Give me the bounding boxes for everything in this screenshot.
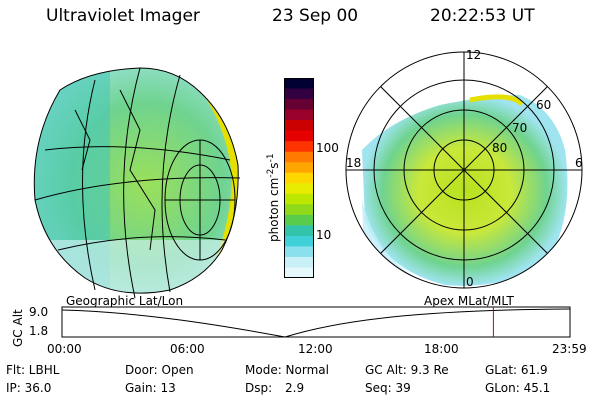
timeline-xtick-1200: 12:00 [298, 342, 333, 356]
colorbar-tick-10: 10 [316, 228, 332, 242]
timeline-xtick-2359: 23:59 [552, 342, 587, 356]
app-title: Ultraviolet Imager [46, 6, 200, 26]
colorbar-segment [284, 151, 314, 163]
glon-info: GLon: 45.1 [485, 381, 551, 395]
date-label: 23 Sep 00 [272, 6, 359, 26]
geographic-caption: Geographic Lat/Lon [66, 294, 184, 308]
flt-info: Flt: LBHL [6, 363, 60, 377]
mode-info: Mode: Normal [245, 363, 329, 377]
timeline-xtick-0000: 00:00 [47, 342, 82, 356]
glat-info: GLat: 61.9 [485, 363, 548, 377]
colorbar-frame [284, 78, 314, 278]
colorbar-tick-100: 100 [316, 141, 339, 155]
timeline-ytick-high: 9.0 [29, 305, 49, 319]
timeline-frame [61, 306, 571, 338]
gain-info: Gain: 13 [125, 381, 176, 395]
timeline-xtick-1800: 18:00 [424, 342, 459, 356]
color-bar [284, 78, 314, 278]
colorbar-segment [284, 88, 314, 100]
colorbar-segment [284, 109, 314, 121]
dsp-label: Dsp: [245, 381, 273, 395]
colorbar-segment [284, 78, 314, 90]
ip-info: IP: 36.0 [6, 381, 52, 395]
door-info: Door: Open [125, 363, 194, 377]
colorbar-segment [284, 193, 314, 205]
time-label: 20:22:53 UT [430, 6, 535, 26]
colorbar-segment [284, 214, 314, 226]
colorbar-segment [284, 256, 314, 268]
colorbar-segment [284, 246, 314, 258]
gcalt-info: GC Alt: 9.3 Re [365, 363, 449, 377]
colorbar-segment [284, 162, 314, 174]
timeline-xtick-0600: 06:00 [170, 342, 205, 356]
dsp-value: 2.9 [285, 381, 305, 395]
colorbar-segment [284, 99, 314, 111]
colorbar-segment [284, 172, 314, 184]
colorbar-segment [284, 225, 314, 237]
altitude-curve [61, 308, 571, 338]
colorbar-segment [284, 120, 314, 132]
colorbar-segment [284, 183, 314, 195]
colorbar-segment [284, 235, 314, 247]
timeline-ytick-low: 1.8 [29, 324, 49, 338]
colorbar-segment [284, 130, 314, 142]
colorbar-segment [284, 141, 314, 153]
colorbar-segment [284, 267, 314, 278]
apex-caption: Apex MLat/MLT [424, 294, 514, 308]
seq-info: Seq: 39 [365, 381, 411, 395]
colorbar-segment [284, 204, 314, 216]
